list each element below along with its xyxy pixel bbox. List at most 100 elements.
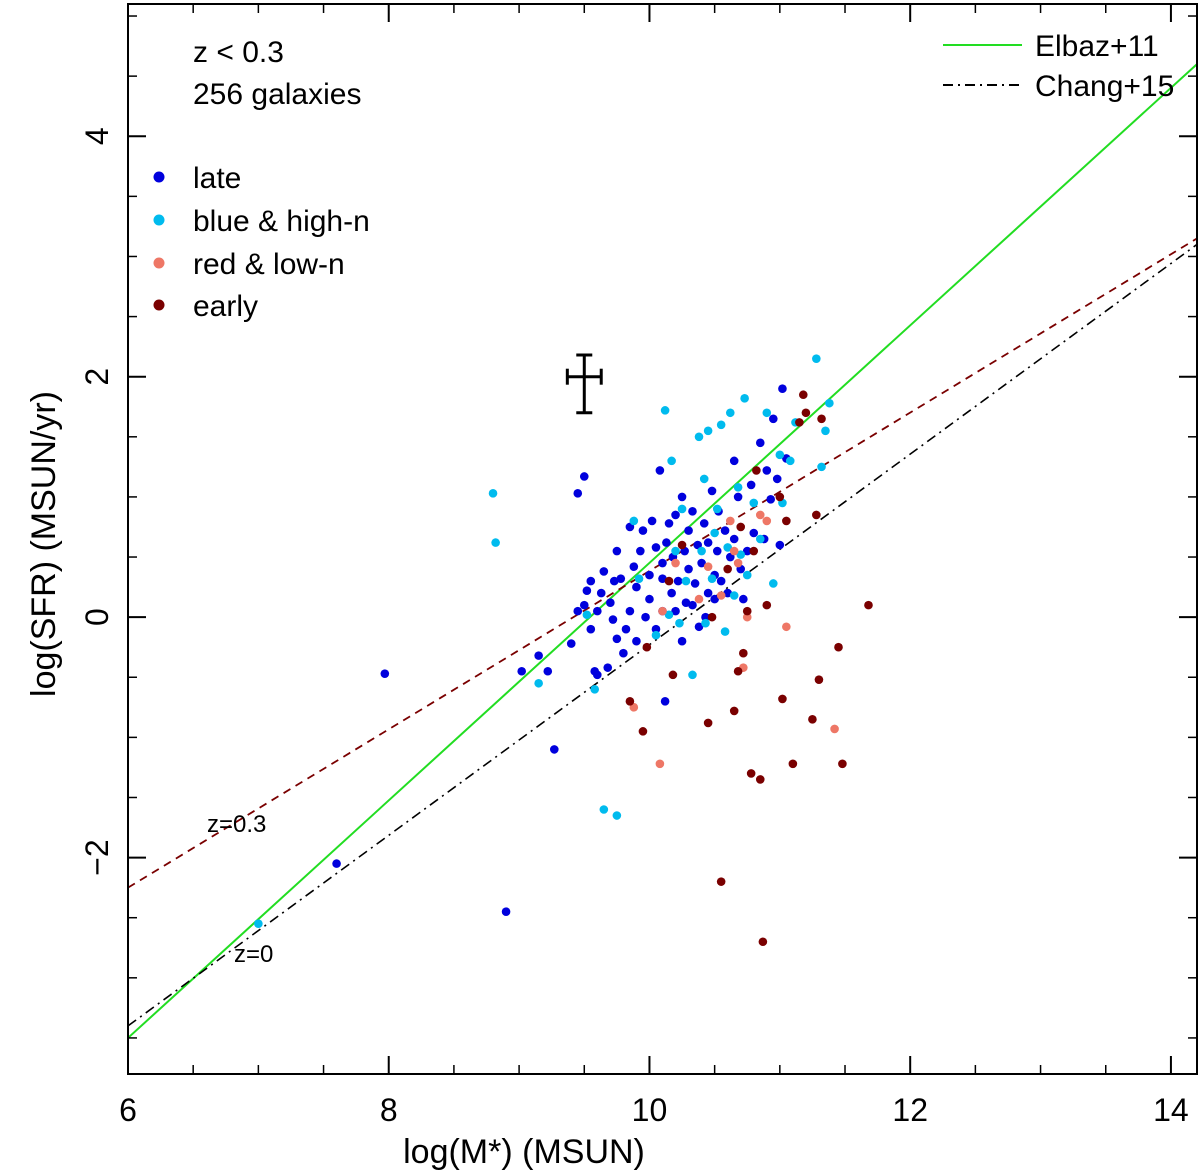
- point-blue-high-n: [634, 574, 644, 583]
- point-blue-high-n: [733, 483, 743, 492]
- point-blue-high-n: [667, 456, 676, 466]
- point-late: [671, 606, 680, 616]
- point-blue-high-n: [712, 504, 722, 514]
- point-blue-high-n: [699, 474, 709, 484]
- point-blue-high-n: [725, 408, 735, 418]
- point-blue-high-n: [729, 591, 739, 600]
- point-blue-high-n: [681, 576, 691, 586]
- point-blue-high-n: [697, 546, 706, 556]
- point-late: [534, 651, 543, 660]
- point-late: [543, 666, 553, 676]
- point-late: [723, 588, 732, 598]
- point-blue-high-n: [254, 919, 263, 929]
- legend-marker-red-low-n: [153, 257, 165, 269]
- x-axis-label: log(M*) (MSUN): [403, 1133, 645, 1171]
- point-late: [573, 606, 583, 616]
- point-late: [651, 624, 661, 634]
- point-red-low-n: [725, 516, 735, 526]
- point-early: [817, 414, 826, 424]
- point-late: [739, 594, 748, 604]
- point-blue-high-n: [812, 354, 821, 363]
- legend-label-early: early: [193, 290, 258, 323]
- z03-line: [128, 237, 1198, 889]
- point-blue-high-n: [762, 408, 772, 418]
- legend-label-elbaz: Elbaz+11: [1035, 30, 1159, 63]
- point-red-low-n: [742, 612, 752, 622]
- point-early: [801, 408, 811, 418]
- plot-frame: [127, 3, 1198, 1075]
- point-late: [579, 600, 589, 610]
- point-early: [729, 706, 739, 716]
- point-late: [586, 624, 596, 634]
- point-early: [749, 546, 759, 556]
- point-blue-high-n: [629, 516, 639, 526]
- point-blue-high-n: [720, 627, 730, 636]
- point-late: [703, 538, 713, 547]
- point-blue-high-n: [740, 394, 749, 403]
- legend-label-red-low-n: red & low-n: [193, 248, 345, 281]
- point-late: [621, 624, 631, 634]
- point-late: [612, 634, 622, 644]
- y-tick-label: 0: [79, 608, 115, 626]
- point-early: [746, 769, 756, 778]
- point-late: [775, 540, 785, 550]
- point-blue-high-n: [703, 426, 713, 436]
- point-blue-high-n: [736, 550, 746, 559]
- point-blue-high-n: [769, 579, 778, 588]
- point-late: [606, 598, 615, 608]
- point-late: [638, 526, 648, 535]
- y-axis-label: log(SFR) (MSUN/yr): [25, 391, 63, 697]
- point-late: [380, 669, 390, 678]
- point-early: [677, 540, 687, 550]
- point-red-low-n: [729, 546, 739, 556]
- point-early: [755, 775, 765, 784]
- point-late: [332, 859, 341, 868]
- point-early: [758, 937, 768, 947]
- point-late: [772, 474, 782, 484]
- point-early: [864, 600, 873, 610]
- point-blue-high-n: [688, 670, 697, 680]
- point-early: [723, 564, 732, 574]
- point-early: [742, 606, 752, 616]
- point-blue-high-n: [582, 610, 592, 620]
- legend-label-blue-high-n: blue & high-n: [193, 205, 370, 238]
- point-late: [593, 606, 602, 616]
- point-blue-high-n: [660, 406, 670, 415]
- point-red-low-n: [830, 724, 839, 734]
- point-late: [662, 538, 671, 547]
- point-late: [746, 480, 756, 490]
- point-late: [701, 612, 710, 622]
- point-late: [599, 567, 609, 576]
- point-late: [586, 576, 596, 586]
- point-late: [664, 519, 674, 528]
- point-red-low-n: [733, 558, 743, 568]
- fit-lines: [128, 63, 1198, 1039]
- lines-legend: Elbaz+11 Chang+15: [943, 30, 1174, 103]
- point-blue-high-n: [785, 456, 795, 466]
- point-late: [762, 466, 772, 475]
- point-late: [632, 582, 641, 592]
- points-legend: late blue & high-n red & low-n early: [153, 162, 370, 323]
- error-bar: [565, 353, 603, 415]
- point-early: [812, 510, 821, 520]
- point-early: [664, 576, 674, 586]
- point-early: [775, 492, 785, 502]
- legend-marker-late: [153, 171, 165, 183]
- point-late: [593, 670, 602, 680]
- point-red-low-n: [694, 594, 704, 604]
- point-early: [733, 666, 743, 676]
- point-early: [668, 670, 678, 680]
- point-late: [658, 558, 667, 568]
- point-late: [625, 606, 635, 616]
- point-late: [684, 526, 693, 535]
- point-early: [716, 877, 726, 886]
- point-early: [707, 612, 717, 622]
- point-late: [596, 588, 606, 598]
- point-early: [625, 697, 635, 706]
- chang-line: [128, 243, 1198, 1027]
- point-blue-high-n: [677, 504, 687, 514]
- point-blue-high-n: [612, 811, 622, 820]
- point-early: [739, 648, 748, 658]
- point-late: [632, 636, 641, 646]
- point-late: [651, 543, 661, 552]
